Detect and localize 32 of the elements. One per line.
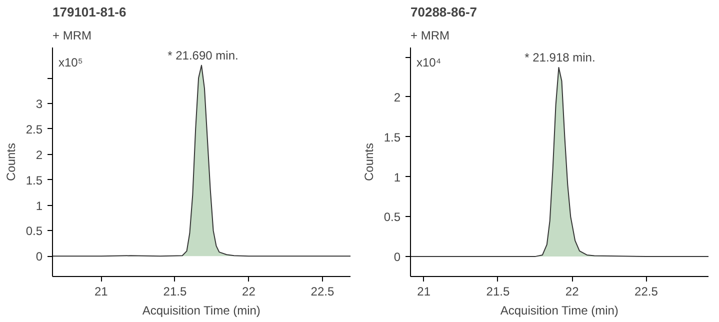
y-tick-label: 1.5 bbox=[384, 130, 401, 144]
annotation: * 21.918 min. bbox=[524, 50, 596, 64]
y-tick-label: 1 bbox=[36, 198, 43, 213]
annotation: x10⁴ bbox=[416, 56, 442, 70]
x-tick-label: 21.5 bbox=[163, 284, 187, 298]
x-tick-label: 21 bbox=[94, 284, 108, 298]
x-tick-label: 21 bbox=[417, 284, 431, 298]
y-tick-label: 2.5 bbox=[26, 122, 43, 136]
y-tick-label: 3 bbox=[36, 96, 43, 111]
y-tick-label: 0 bbox=[36, 250, 43, 264]
y-tick-label: 1.5 bbox=[26, 173, 43, 188]
x-tick-label: 22 bbox=[242, 284, 256, 298]
y-tick-label: 0 bbox=[394, 250, 401, 264]
y-tick-label: 0.5 bbox=[26, 224, 43, 238]
y-tick-label: 1 bbox=[394, 170, 401, 184]
x-tick-label: 22.5 bbox=[634, 284, 658, 298]
x-axis-title: Acquisition Time (min) bbox=[142, 304, 260, 318]
annotation: * 21.690 min. bbox=[168, 48, 238, 62]
x-axis-title: Acquisition Time (min) bbox=[500, 304, 618, 318]
chart-title: 179101-81-6 bbox=[52, 4, 126, 20]
x-tick-label: 21.5 bbox=[486, 284, 510, 298]
x-tick-label: 22 bbox=[565, 284, 580, 298]
y-axis-title: Counts bbox=[362, 142, 376, 182]
chart-subtitle: + MRM bbox=[410, 28, 450, 42]
y-axis-title: Counts bbox=[4, 142, 18, 182]
x-tick-label: 22.5 bbox=[310, 284, 334, 298]
y-tick-label: 2 bbox=[394, 90, 401, 104]
chart-title: 70288-86-7 bbox=[410, 4, 477, 20]
y-tick-label: 0.5 bbox=[384, 210, 401, 224]
chart-subtitle: + MRM bbox=[52, 28, 92, 42]
annotation: x10⁵ bbox=[58, 56, 83, 70]
y-tick-label: 2 bbox=[36, 148, 43, 162]
